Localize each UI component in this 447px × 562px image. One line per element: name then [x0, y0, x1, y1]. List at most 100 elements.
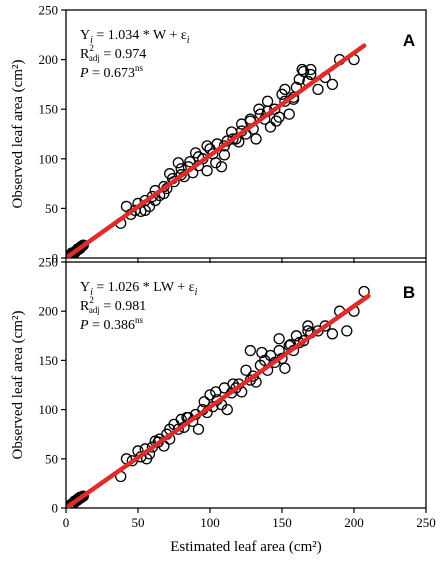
p-value-line: P = 0.673ns [79, 63, 143, 81]
data-point [273, 344, 285, 357]
p-value-line: P = 0.386ns [79, 315, 143, 333]
data-point [302, 320, 314, 332]
data-point [175, 413, 187, 426]
data-point [139, 204, 151, 217]
data-point [240, 364, 252, 376]
data-point [305, 63, 317, 76]
fit-line [66, 43, 367, 258]
data-point [77, 239, 89, 251]
panel-b: 0 50 100 150 200 250 0 50 100 150 200 250 Observed l… [10, 255, 436, 556]
data-point [319, 320, 331, 332]
data-point [253, 103, 265, 115]
data-point [312, 83, 324, 96]
eq-symbol: R [80, 299, 90, 314]
y-tick-label: 250 [39, 255, 59, 270]
eq-symbol: P [79, 66, 89, 81]
x-tick-label: 0 [63, 515, 70, 530]
eq-symbol: Y [80, 280, 90, 295]
y-tick-label: 100 [39, 151, 59, 166]
y-tick-label: 100 [39, 402, 59, 417]
data-point [261, 95, 274, 107]
eq-symbol: Y [80, 28, 90, 43]
data-point [204, 389, 216, 401]
data-point [279, 83, 291, 96]
y-axis-title: Observed leaf area (cm²) [10, 311, 26, 460]
data-points [66, 285, 371, 508]
data-point [244, 344, 256, 357]
data-point [184, 156, 196, 168]
data-points [66, 43, 367, 258]
data-point [256, 346, 268, 359]
data-point [247, 370, 259, 382]
equation-line: Yi = 1.026 * LW + εi [80, 280, 198, 298]
data-point [210, 386, 222, 398]
data-point [283, 108, 295, 120]
data-point [326, 78, 339, 91]
eq-subscript: i [90, 287, 93, 298]
data-point [74, 491, 87, 503]
y-tick-label: 50 [45, 451, 58, 466]
data-point [326, 328, 339, 340]
y-tick-label: 0 [52, 251, 59, 266]
y-tick-label: 200 [39, 304, 59, 319]
y-axis-title: Observed leaf area (cm²) [10, 60, 26, 209]
eq-superscript: ns [135, 63, 144, 73]
eq-text: = 0.673 [89, 66, 135, 81]
y-tick-label: 0 [52, 501, 59, 516]
eq-superscript: ns [135, 315, 144, 325]
data-point [221, 403, 233, 416]
r-squared-line: R2 adj = 0.981 [80, 295, 146, 315]
plot-frame [65, 9, 427, 259]
data-point [305, 68, 317, 81]
eq-subscript: adj [89, 305, 100, 315]
x-tick-label: 50 [132, 515, 145, 530]
panel-letter: A [403, 31, 415, 50]
eq-subscript: i [187, 35, 190, 46]
data-point [172, 157, 184, 169]
y-tick-label: 150 [39, 353, 59, 368]
r-squared-line: R2 adj = 0.974 [80, 43, 146, 63]
data-point [297, 335, 310, 347]
data-point [296, 63, 308, 76]
data-point [215, 161, 228, 173]
equation-line: Yi = 1.034 * W + εi [80, 28, 190, 46]
data-point [264, 121, 277, 133]
eq-text: = 0.981 [100, 299, 146, 314]
eq-subscript: i [195, 287, 198, 298]
x-tick-label: 150 [272, 515, 292, 530]
data-point [297, 65, 310, 78]
x-tick-label: 250 [416, 515, 436, 530]
data-point [250, 133, 262, 145]
eq-symbol: R [80, 47, 90, 62]
data-point [279, 362, 291, 374]
data-point [273, 333, 285, 345]
data-point [198, 396, 210, 408]
y-tick-label: 200 [39, 52, 59, 67]
panel-a: 0 50 100 150 200 250 Observed leaf area (cm²) A… [10, 3, 427, 266]
eq-text: = 0.386 [89, 318, 135, 333]
data-point [201, 165, 213, 177]
data-point [227, 133, 239, 145]
data-point [270, 115, 282, 127]
y-tick-label: 150 [39, 102, 59, 117]
x-tick-label: 200 [344, 515, 364, 530]
data-point [210, 157, 222, 169]
data-point [201, 140, 213, 152]
eq-text: = 0.974 [100, 47, 146, 62]
data-point [192, 423, 205, 435]
panel-letter: B [403, 283, 415, 302]
data-point [341, 325, 353, 337]
y-tick-label: 250 [39, 3, 59, 18]
eq-symbol: P [79, 318, 89, 333]
fit-line [66, 293, 371, 508]
eq-superscript: 2 [89, 295, 94, 305]
x-tick-label: 100 [200, 515, 220, 530]
data-point [218, 149, 231, 161]
eq-text: = 1.026 * LW + ε [93, 280, 195, 295]
eq-superscript: 2 [89, 43, 94, 53]
x-axis-title: Estimated leaf area (cm²) [170, 539, 322, 555]
y-tick-label: 50 [45, 201, 58, 216]
data-point [74, 241, 87, 253]
eq-subscript: adj [89, 53, 100, 63]
